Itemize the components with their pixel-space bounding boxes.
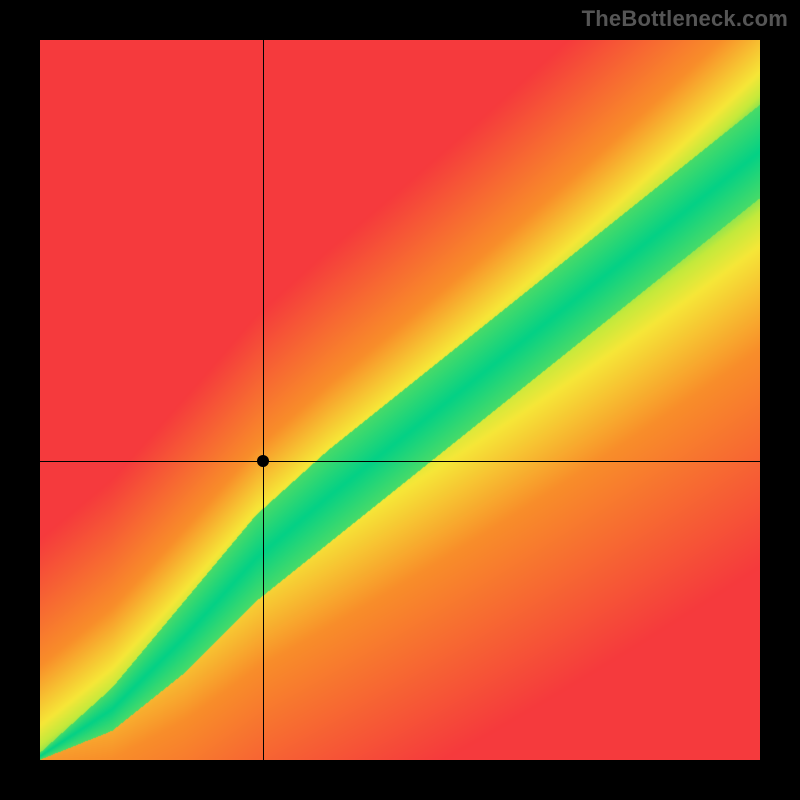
page-root: TheBottleneck.com (0, 0, 800, 800)
heatmap-canvas (40, 40, 760, 760)
crosshair-horizontal (40, 461, 760, 462)
watermark-text: TheBottleneck.com (582, 6, 788, 32)
marker-point (257, 455, 269, 467)
heatmap-plot (40, 40, 760, 760)
crosshair-vertical (263, 40, 264, 760)
